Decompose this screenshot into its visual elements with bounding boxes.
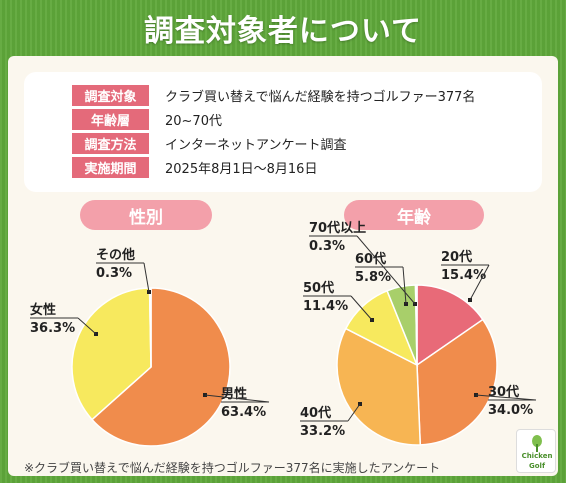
content-card: 調査対象 クラブ買い替えで悩んだ経験を持つゴルファー377名 年齢層 20~70… [8, 56, 558, 476]
slice-label: 70代以上 [309, 220, 366, 236]
slice-value-label: 34.0% [488, 403, 533, 418]
slice-value-label: 33.2% [300, 424, 345, 439]
slice-label: 40代 [300, 405, 331, 421]
chicken-golf-logo: Chicken Golf [516, 429, 556, 473]
leader-line [356, 235, 416, 305]
leader-line [77, 317, 97, 335]
pie-slice [416, 318, 498, 446]
slice-label: 男性 [221, 386, 247, 402]
pie-slice [416, 284, 484, 367]
slice-value-label: 36.3% [30, 321, 75, 336]
leader-line [402, 266, 407, 305]
survey-label: 年齢層 [72, 109, 149, 130]
survey-row-period: 実施期間 2025年8月1日〜8月16日 [72, 157, 317, 178]
leader-line [475, 394, 537, 401]
gender-chart-title: 性別 [80, 200, 212, 230]
survey-row-age: 年齢層 20~70代 [72, 109, 222, 130]
pie-slice [336, 327, 422, 446]
slice-label: 30代 [488, 384, 519, 400]
pie-slice [91, 287, 231, 447]
slice-value-label: 0.3% [309, 239, 345, 254]
slice-value-label: 0.3% [96, 266, 132, 281]
survey-value: クラブ買い替えで悩んだ経験を持つゴルファー377名 [165, 90, 476, 105]
slice-value-label: 63.4% [221, 405, 266, 420]
slice-label: 50代 [303, 280, 334, 296]
slice-label: 60代 [355, 251, 386, 267]
leader-line [469, 264, 490, 301]
slice-value-label: 11.4% [303, 299, 348, 314]
pie-slice [148, 287, 152, 368]
leader-line [143, 262, 150, 293]
survey-label: 実施期間 [72, 157, 149, 178]
survey-info-box: 調査対象 クラブ買い替えで悩んだ経験を持つゴルファー377名 年齢層 20~70… [24, 72, 542, 192]
footnote: ※クラブ買い替えで悩んだ経験を持つゴルファー377名に実施したアンケート [24, 461, 441, 475]
slice-label: その他 [96, 247, 135, 263]
pie-slice [71, 287, 152, 421]
slice-value-label: 15.4% [441, 268, 486, 283]
age-chart-title: 年齢 [344, 200, 484, 230]
leader-line [204, 394, 270, 403]
slice-label: 20代 [441, 249, 472, 265]
survey-value: インターネットアンケート調査 [165, 138, 347, 153]
survey-row-method: 調査方法 インターネットアンケート調査 [72, 133, 346, 154]
survey-label: 調査対象 [72, 85, 149, 106]
survey-value: 2025年8月1日〜8月16日 [165, 162, 318, 177]
slice-label: 女性 [30, 302, 56, 318]
page-title: 調査対象者について [143, 14, 423, 49]
leader-line [350, 295, 373, 321]
slice-value-label: 5.8% [355, 270, 391, 285]
logo-mark-icon [532, 435, 542, 452]
survey-value: 20~70代 [165, 114, 222, 129]
leader-line [347, 403, 361, 422]
survey-row-target: 調査対象 クラブ買い替えで悩んだ経験を持つゴルファー377名 [72, 85, 475, 106]
logo-text-line2: Golf [529, 462, 545, 470]
logo-text-line1: Chicken [521, 452, 553, 460]
survey-label: 調査方法 [72, 133, 149, 154]
